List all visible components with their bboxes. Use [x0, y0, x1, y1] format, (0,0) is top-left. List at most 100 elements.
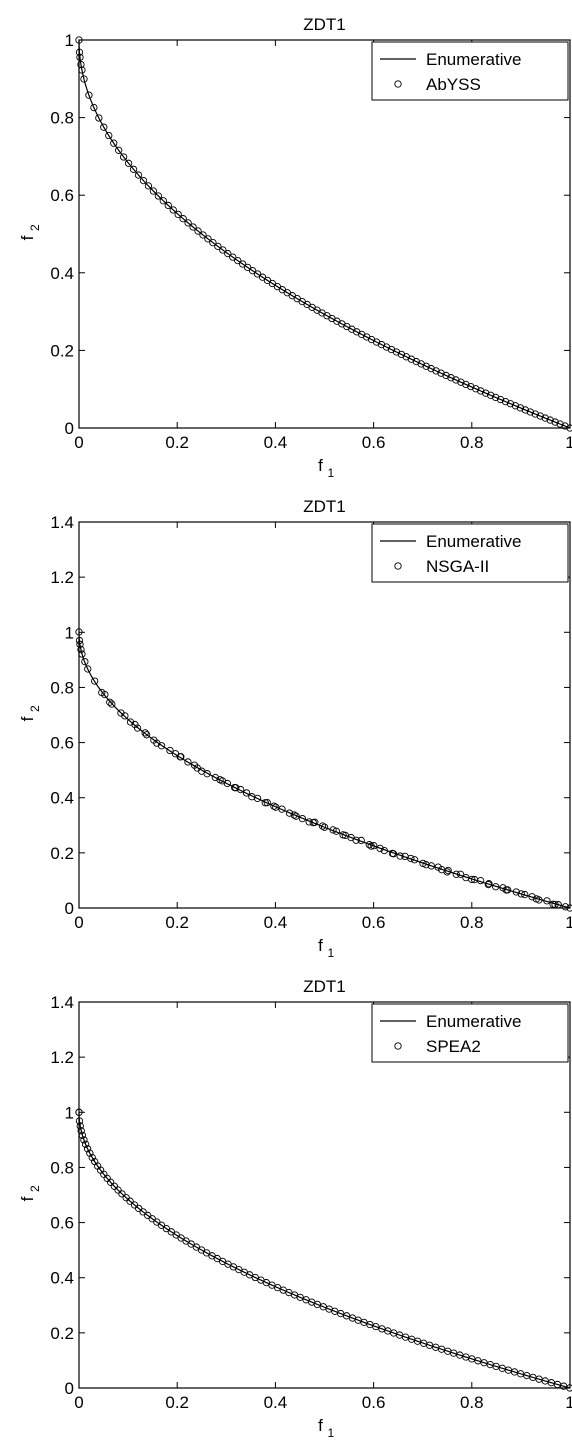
data-point-marker: [566, 904, 572, 912]
data-point-marker: [91, 677, 99, 685]
data-point-marker: [86, 1149, 94, 1157]
series-markers: [75, 1108, 572, 1392]
data-point-marker: [468, 875, 476, 884]
data-point-marker: [462, 380, 470, 389]
data-point-marker: [396, 852, 404, 860]
data-point-marker: [389, 850, 398, 858]
data-point-marker: [126, 718, 135, 726]
data-point-marker: [177, 753, 185, 761]
data-point-marker: [285, 809, 294, 817]
data-point-marker: [367, 842, 375, 850]
data-point-marker: [124, 159, 133, 167]
y-tick-label: 0.2: [50, 1324, 74, 1343]
data-point-marker: [352, 836, 360, 844]
y-axis-label: f: [18, 716, 37, 721]
data-point-marker: [432, 367, 440, 375]
data-point-marker: [129, 165, 138, 173]
data-point-marker: [531, 410, 539, 418]
data-point-marker: [232, 784, 240, 792]
data-point-marker: [134, 171, 143, 179]
data-point-marker: [169, 206, 177, 214]
data-point-marker: [105, 131, 113, 140]
legend: Enumerative SPEA2: [371, 1003, 569, 1063]
data-point-marker: [107, 1178, 115, 1186]
data-point-marker: [115, 146, 123, 154]
data-point-marker: [179, 215, 187, 223]
x-tick-label: 0.4: [264, 1393, 288, 1412]
data-point-marker: [149, 187, 158, 195]
data-point-marker: [376, 844, 384, 853]
data-point-marker: [203, 770, 211, 778]
data-point-marker: [516, 404, 525, 412]
y-tick-label: 1.4: [50, 513, 74, 532]
data-point-marker: [144, 182, 153, 190]
data-point-marker: [81, 657, 89, 666]
legend: Enumerative NSGA-II: [371, 523, 569, 583]
data-point-marker: [203, 1249, 211, 1257]
chart-title: ZDT1: [303, 977, 346, 996]
data-point-marker: [551, 900, 559, 909]
data-point-marker: [223, 779, 232, 788]
data-point-marker: [437, 369, 445, 377]
legend-marker-swatch: [394, 80, 402, 88]
x-axis-label-subscript: 1: [328, 946, 335, 960]
data-point-marker: [477, 876, 485, 885]
y-tick-label: 0.4: [50, 789, 74, 808]
data-point-marker: [472, 385, 480, 393]
data-point-marker: [243, 263, 252, 272]
data-point-marker: [141, 729, 149, 737]
data-point-marker: [407, 854, 415, 863]
data-point-marker: [526, 408, 534, 416]
data-point-marker: [248, 267, 257, 275]
y-tick-label: 0.8: [50, 1158, 74, 1177]
data-point-marker: [121, 712, 129, 720]
data-point-marker: [214, 242, 222, 250]
x-tick-label: 0.2: [165, 433, 189, 452]
data-point-marker: [174, 210, 182, 219]
y-axis-label-group: f2: [18, 705, 42, 721]
x-tick-label: 0.8: [460, 1393, 484, 1412]
data-point-marker: [78, 66, 86, 74]
plot-frame: [78, 1001, 571, 1389]
data-point-marker: [139, 1208, 147, 1216]
x-axis-label: f: [318, 1416, 323, 1435]
data-point-marker: [76, 640, 84, 648]
y-tick-label: 0.4: [50, 264, 74, 283]
data-point-marker: [365, 840, 373, 849]
data-point-marker: [566, 1384, 572, 1392]
data-point-marker: [372, 1323, 380, 1331]
legend-label-algorithm: NSGA-II: [426, 557, 489, 576]
y-axis-label: f: [18, 235, 37, 240]
data-point-marker: [427, 364, 435, 373]
x-tick-label: 0: [74, 913, 83, 932]
data-point-marker: [535, 896, 543, 904]
data-point-marker: [320, 823, 329, 831]
y-tick-label: 1: [65, 31, 74, 50]
data-point-marker: [80, 75, 88, 83]
data-point-marker: [486, 391, 495, 399]
data-point-marker: [512, 888, 520, 896]
data-point-marker: [76, 53, 84, 62]
data-point-marker: [491, 393, 500, 402]
y-tick-label: 1.2: [50, 568, 74, 587]
data-point-marker: [442, 371, 450, 380]
data-point-marker: [75, 48, 84, 56]
legend-marker-swatch: [394, 1042, 402, 1050]
data-point-marker: [219, 246, 227, 254]
series-markers: [75, 36, 572, 432]
data-point-marker: [521, 890, 529, 899]
y-tick-label: 1: [65, 1103, 74, 1122]
data-point-marker: [263, 798, 271, 807]
data-point-marker: [199, 231, 207, 239]
data-point-marker: [427, 862, 436, 870]
data-point-marker: [561, 422, 569, 430]
data-point-marker: [410, 856, 419, 864]
data-point-marker: [209, 238, 217, 247]
data-point-marker: [164, 201, 172, 210]
data-point-marker: [521, 406, 530, 414]
legend: Enumerative AbYSS: [371, 41, 569, 101]
data-point-marker: [556, 420, 564, 428]
data-point-marker: [551, 418, 559, 426]
